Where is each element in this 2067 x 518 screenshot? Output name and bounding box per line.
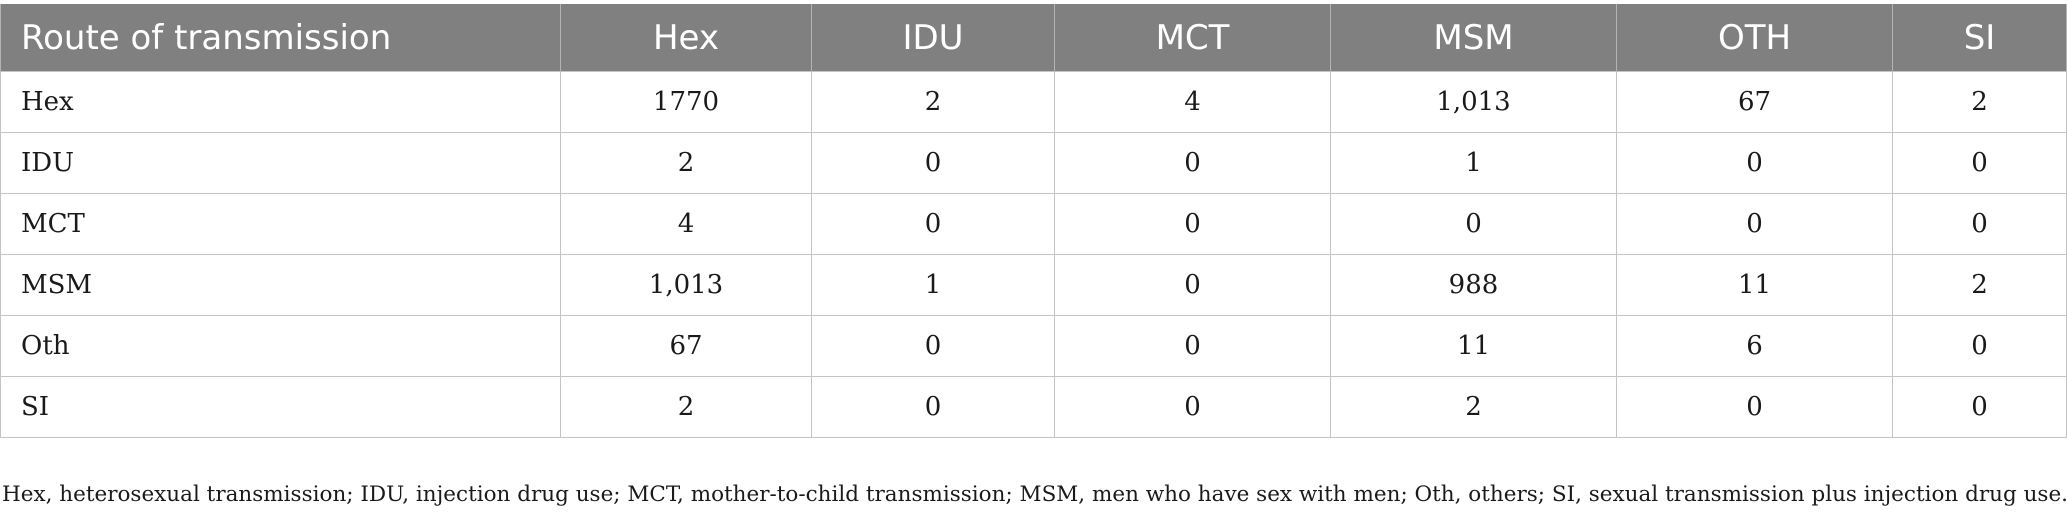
header-msm: MSM xyxy=(1330,4,1617,72)
header-mct: MCT xyxy=(1054,4,1331,72)
header-route-of-transmission: Route of transmission xyxy=(0,4,561,72)
table-cell: 0 xyxy=(1892,193,2067,255)
table-row: MSM 1,013 1 0 988 11 2 xyxy=(0,254,2067,316)
table-cell: 0 xyxy=(1054,315,1331,377)
table-cell: 4 xyxy=(560,193,812,255)
table-cell: 0 xyxy=(811,315,1055,377)
table-cell: 1 xyxy=(1330,132,1617,194)
table-cell: 2 xyxy=(811,71,1055,133)
table-cell: 0 xyxy=(1892,315,2067,377)
table-cell: 67 xyxy=(560,315,812,377)
table-cell: 0 xyxy=(811,132,1055,194)
table-cell: 11 xyxy=(1330,315,1617,377)
table-cell: 0 xyxy=(1054,254,1331,316)
table-cell: 0 xyxy=(1616,193,1893,255)
row-label: MCT xyxy=(0,193,561,255)
table-row: Hex 1770 2 4 1,013 67 2 xyxy=(0,71,2067,133)
table-cell: 0 xyxy=(1054,193,1331,255)
header-oth: OTH xyxy=(1616,4,1893,72)
row-label: SI xyxy=(0,376,561,438)
table-cell: 0 xyxy=(1616,132,1893,194)
table-cell: 11 xyxy=(1616,254,1893,316)
table-cell: 0 xyxy=(1054,376,1331,438)
table-cell: 0 xyxy=(811,193,1055,255)
header-idu: IDU xyxy=(811,4,1055,72)
table-cell: 2 xyxy=(1330,376,1617,438)
table-cell: 2 xyxy=(560,376,812,438)
table-cell: 0 xyxy=(1892,376,2067,438)
table-cell: 1 xyxy=(811,254,1055,316)
row-label: Hex xyxy=(0,71,561,133)
table-row: MCT 4 0 0 0 0 0 xyxy=(0,193,2067,255)
table-cell: 2 xyxy=(560,132,812,194)
table-cell: 2 xyxy=(1892,254,2067,316)
table-cell: 67 xyxy=(1616,71,1893,133)
table-cell: 988 xyxy=(1330,254,1617,316)
table-cell: 6 xyxy=(1616,315,1893,377)
table-cell: 0 xyxy=(1054,132,1331,194)
table-header-row: Route of transmission Hex IDU MCT MSM OT… xyxy=(0,4,2067,72)
header-si: SI xyxy=(1892,4,2067,72)
header-hex: Hex xyxy=(560,4,812,72)
row-label: IDU xyxy=(0,132,561,194)
table-footnote: Hex, heterosexual transmission; IDU, inj… xyxy=(2,482,2067,507)
table-cell: 0 xyxy=(1330,193,1617,255)
table-cell: 0 xyxy=(1892,132,2067,194)
table-cell: 2 xyxy=(1892,71,2067,133)
table-row: IDU 2 0 0 1 0 0 xyxy=(0,132,2067,194)
table-cell: 1770 xyxy=(560,71,812,133)
row-label: Oth xyxy=(0,315,561,377)
table-row: SI 2 0 0 2 0 0 xyxy=(0,376,2067,438)
table-cell: 0 xyxy=(1616,376,1893,438)
table-row: Oth 67 0 0 11 6 0 xyxy=(0,315,2067,377)
transmission-table-container: Route of transmission Hex IDU MCT MSM OT… xyxy=(0,4,2067,438)
table-cell: 1,013 xyxy=(560,254,812,316)
row-label: MSM xyxy=(0,254,561,316)
table-cell: 1,013 xyxy=(1330,71,1617,133)
table-cell: 4 xyxy=(1054,71,1331,133)
table-cell: 0 xyxy=(811,376,1055,438)
transmission-route-table: Route of transmission Hex IDU MCT MSM OT… xyxy=(0,4,2067,438)
